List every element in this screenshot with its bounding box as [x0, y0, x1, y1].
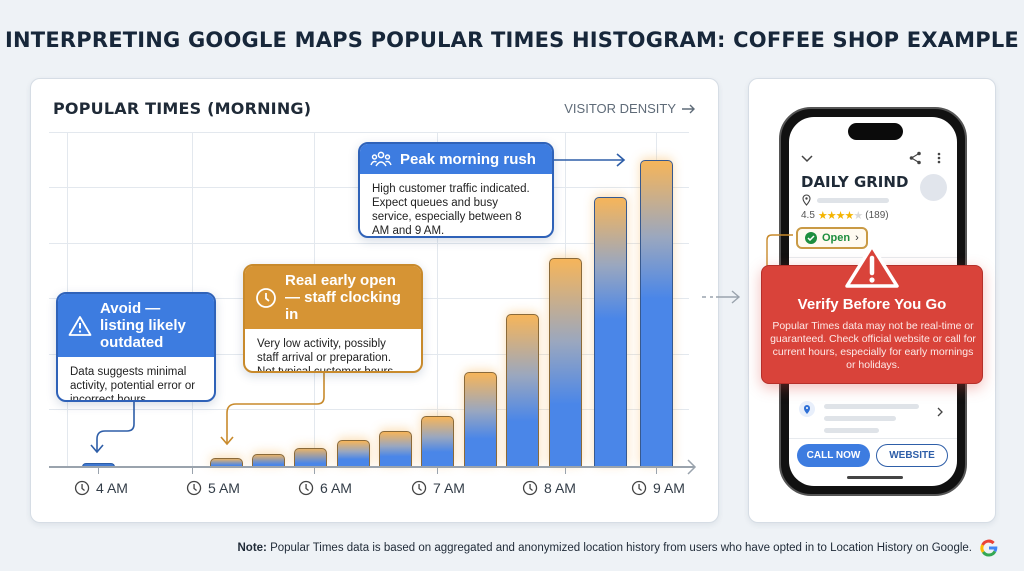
x-label-5am: 5 AM: [186, 480, 240, 496]
chart-card: POPULAR TIMES (MORNING) VISITOR DENSITY: [30, 78, 719, 523]
x-axis: [49, 466, 694, 468]
callout-peak-rush: Peak morning rush High customer traffic …: [358, 142, 554, 238]
bar-7-00: [506, 314, 539, 467]
chevron-right-icon[interactable]: [937, 407, 943, 417]
dashed-arrow-icon: [702, 290, 741, 304]
bar-7-45: [640, 160, 673, 467]
place-name: DAILY GRIND: [801, 173, 909, 191]
tick: [314, 468, 315, 474]
rating-row: 4.5 ★★★★★ (189): [801, 209, 889, 222]
warning-body: Popular Times data may not be real-time …: [770, 320, 976, 371]
detail-placeholder: [824, 428, 879, 433]
group-people-icon: [370, 151, 392, 167]
more-vert-icon[interactable]: [937, 152, 941, 164]
page-title: INTERPRETING GOOGLE MAPS POPULAR TIMES H…: [5, 28, 1019, 52]
verify-warning-banner: Verify Before You Go Popular Times data …: [761, 265, 983, 384]
clock-icon: [522, 480, 538, 496]
bar-6-15: [379, 431, 412, 467]
clock-icon: [74, 480, 90, 496]
tick: [437, 468, 438, 474]
gridline: [437, 132, 438, 466]
callout-avoid-head: Avoid — listing likely outdated: [58, 294, 214, 357]
bar-7-30: [594, 197, 627, 467]
clock-icon: [298, 480, 314, 496]
bar-6-00: [337, 440, 370, 467]
callout-peak-head: Peak morning rush: [360, 144, 552, 174]
clock-icon: [411, 480, 427, 496]
x-label-7am: 7 AM: [411, 480, 465, 496]
tick: [98, 468, 99, 474]
google-logo-icon: [980, 539, 998, 557]
visitor-density-label: VISITOR DENSITY: [564, 101, 696, 116]
callout-avoid: Avoid — listing likely outdated Data sug…: [56, 292, 216, 402]
callout-early-open: Real early open — staff clocking in Very…: [243, 264, 423, 373]
bar-7-15: [549, 258, 582, 467]
x-label-8am: 8 AM: [522, 480, 576, 496]
call-now-button[interactable]: CALL NOW: [797, 444, 870, 467]
address-placeholder: [817, 198, 889, 203]
clock-icon: [186, 480, 202, 496]
star-rating-icon: ★★★★★: [817, 210, 863, 222]
x-label-6am: 6 AM: [298, 480, 352, 496]
note-label: Note:: [237, 542, 267, 554]
detail-placeholder: [824, 416, 896, 421]
tick: [565, 468, 566, 474]
density-text: VISITOR DENSITY: [564, 101, 676, 116]
bar-5-45: [294, 448, 327, 467]
open-status-button[interactable]: Open ›: [796, 227, 868, 249]
bar-4am: [82, 463, 115, 467]
tick: [192, 468, 193, 474]
warning-title: Verify Before You Go: [797, 296, 947, 313]
chevron-down-icon[interactable]: [801, 155, 813, 163]
bar-6-30: [421, 416, 454, 467]
website-button[interactable]: WEBSITE: [876, 444, 948, 467]
warning-triangle-icon: [68, 315, 92, 336]
location-pin-icon: [802, 194, 811, 206]
callout-early-body: Very low activity, possibly staff arriva…: [257, 338, 397, 373]
callout-avoid-body: Data suggests minimal activity, potentia…: [70, 366, 196, 402]
axis-arrow-icon: [687, 459, 697, 475]
share-icon[interactable]: [909, 151, 922, 165]
review-count: (189): [865, 210, 889, 221]
gridline: [49, 409, 689, 410]
callout-early-head: Real early open — staff clocking in: [245, 266, 421, 329]
tick: [656, 468, 657, 474]
x-label-4am: 4 AM: [74, 480, 128, 496]
note-text: Popular Times data is based on aggregate…: [266, 542, 972, 554]
place-avatar: [920, 174, 947, 201]
chart-title: POPULAR TIMES (MORNING): [53, 99, 312, 118]
bar-5-30: [252, 454, 285, 467]
map-pin-icon: [799, 401, 815, 417]
histogram-plot: 4 AM 5 AM 6 AM 7 AM 8 AM 9 AM: [31, 79, 720, 524]
gridline: [49, 243, 689, 244]
x-label-9am: 9 AM: [631, 480, 685, 496]
callout-peak-body: High customer traffic indicated. Expect …: [372, 183, 530, 237]
check-circle-icon: [805, 232, 817, 244]
clock-icon: [631, 480, 647, 496]
home-indicator: [847, 476, 903, 479]
gridline: [49, 132, 689, 133]
clock-icon: [256, 287, 276, 308]
bar-5-15: [210, 458, 243, 467]
bar-6-45: [464, 372, 497, 467]
warning-triangle-icon: [845, 244, 899, 288]
rating-value: 4.5: [801, 210, 815, 221]
open-connector-line: [766, 234, 793, 273]
camera-notch: [848, 123, 903, 140]
footnote: Note: Popular Times data is based on agg…: [237, 542, 972, 554]
chevron-right-icon: ›: [855, 232, 859, 244]
divider: [789, 438, 957, 439]
arrow-right-icon: [682, 104, 695, 113]
detail-placeholder: [824, 404, 919, 409]
